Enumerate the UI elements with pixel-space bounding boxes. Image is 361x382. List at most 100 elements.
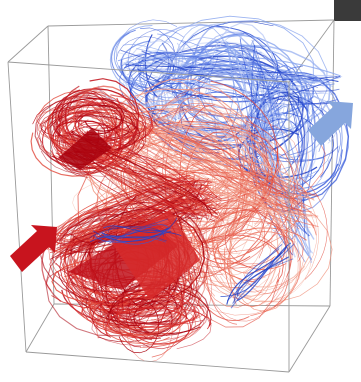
streamline [117,291,181,358]
streamline [119,135,302,211]
box-edge [7,61,27,353]
streamline [122,44,341,84]
box-edge [288,19,335,83]
streamline [75,141,124,169]
streamline [50,105,124,178]
streamline [298,176,328,280]
box-edge [25,351,290,373]
streamline [35,106,127,130]
streamline [116,292,197,335]
streamline [265,108,281,199]
streamline [136,104,267,238]
streamline [74,102,118,130]
streamline [242,31,306,241]
streamline [59,204,211,259]
streamline [241,260,312,302]
streamline [192,189,305,297]
streamline [248,39,315,240]
streamline [226,244,283,302]
streamline [120,106,293,199]
streamline [117,294,187,318]
streamline [89,291,184,336]
box-edge [288,305,331,373]
streamline [61,289,140,327]
streamline [126,310,173,363]
streamline [89,226,164,238]
streamline [107,226,176,235]
streamline [259,85,311,130]
streamline [213,217,228,280]
streamline [56,111,143,177]
box-edge [7,25,49,63]
streamline [82,118,269,206]
streamline [238,51,312,264]
streamline [84,131,196,216]
streamline [143,55,167,106]
streamline [206,258,238,325]
streamline [230,243,295,309]
streamline [136,68,341,103]
streamline [212,137,271,171]
streamline [178,99,313,167]
streamline [192,91,259,121]
streamline [116,113,281,221]
streamline [136,53,196,80]
streamline [128,110,246,176]
streamline [264,118,303,164]
bounding-box-front-edges [7,61,290,373]
streamline [174,24,235,126]
streamline [107,307,212,340]
streamline [199,196,273,289]
streamline [70,177,201,248]
streamline [106,297,173,325]
streamline [89,230,172,243]
streamline [194,213,240,242]
streamline [129,51,283,132]
streamline [101,229,182,237]
streamline [137,111,291,204]
box-edge [25,303,55,353]
streamline [108,123,317,218]
streamline [113,296,202,345]
streamline [129,135,236,174]
streamline [79,89,117,145]
streamline [207,232,281,300]
streamline [243,221,301,303]
streamline [54,199,187,237]
streamline [137,54,341,77]
streamline [57,139,197,221]
streamline [135,49,208,120]
streamline [196,255,276,269]
streamline [163,36,246,132]
streamline [200,222,271,297]
streamline [131,40,208,72]
streamline [228,202,251,306]
streamline [92,217,178,242]
streamline [111,29,136,86]
streamline [120,40,151,89]
streamline [91,307,180,346]
streamline [67,181,197,232]
streamline [239,185,279,301]
streamline [229,212,289,253]
streamline [50,88,146,165]
streamline [143,42,184,84]
streamline [243,227,291,294]
streamline [116,19,185,92]
streamline-bundle-core [58,128,112,170]
streamline [139,23,262,121]
streamline [106,296,176,310]
streamline [38,104,146,168]
streamline [122,107,281,228]
streamline [206,220,304,262]
streamline [109,24,153,87]
streamline [130,69,338,80]
corner-tab [334,0,361,21]
streamline [108,218,169,245]
streamline [203,226,271,322]
streamline [144,47,335,81]
streamline [132,56,343,82]
streamline [114,102,286,199]
streamline [226,42,290,255]
